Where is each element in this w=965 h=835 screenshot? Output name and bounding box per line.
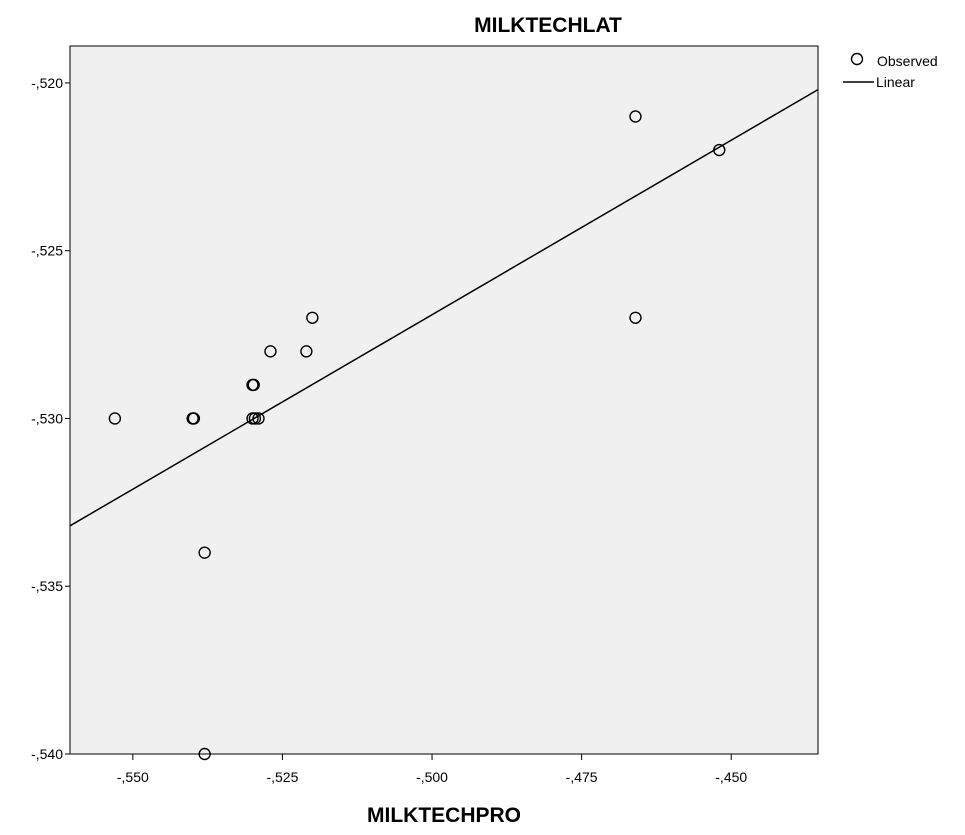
observed-points-layer bbox=[108, 110, 726, 761]
x-tick-label: -,475 bbox=[566, 769, 598, 785]
linear-fit-line bbox=[69, 88, 819, 527]
y-tick-label: -,540 bbox=[31, 746, 63, 762]
y-tick-label: -,525 bbox=[31, 243, 63, 259]
observed-point bbox=[306, 311, 319, 324]
chart-title: MILKTECHLAT bbox=[474, 14, 622, 37]
legend-observed-label: Observed bbox=[877, 53, 938, 69]
x-axis: -,550 -,525 -,500 -,475 -,450 bbox=[117, 754, 747, 785]
legend-linear-label: Linear bbox=[876, 74, 915, 90]
observed-point bbox=[198, 747, 211, 761]
observed-point bbox=[629, 311, 642, 324]
y-axis: -,520 -,525 -,530 -,535 -,540 bbox=[31, 75, 70, 762]
x-tick-label: -,450 bbox=[715, 769, 747, 785]
observed-point bbox=[264, 345, 277, 358]
observed-point bbox=[248, 412, 262, 425]
observed-point bbox=[187, 412, 201, 425]
observed-point bbox=[108, 412, 122, 425]
linear-fit-layer bbox=[69, 88, 819, 527]
x-axis-label: MILKTECHPRO bbox=[367, 804, 521, 827]
x-tick-label: -,550 bbox=[117, 769, 149, 785]
observed-point bbox=[252, 412, 265, 425]
y-tick-label: -,535 bbox=[31, 578, 63, 594]
x-tick-label: -,525 bbox=[266, 769, 298, 785]
y-tick-label: -,520 bbox=[31, 75, 63, 91]
observed-point bbox=[198, 546, 211, 559]
legend-observed-marker bbox=[850, 52, 864, 66]
legend: Observed Linear bbox=[843, 52, 938, 90]
observed-point bbox=[629, 110, 642, 123]
x-tick-label: -,500 bbox=[416, 769, 448, 785]
observed-point bbox=[713, 143, 726, 157]
observed-point bbox=[247, 378, 260, 392]
plot-area bbox=[69, 45, 819, 755]
observed-point bbox=[300, 345, 313, 358]
y-tick-label: -,530 bbox=[31, 410, 63, 426]
